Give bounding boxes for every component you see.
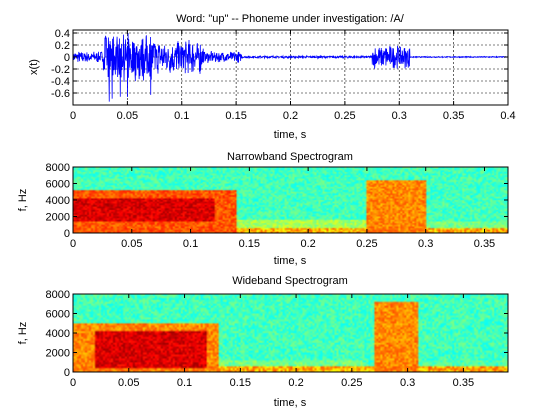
narrowband-x-tick-label: 0.1 <box>183 238 198 250</box>
wideband-y-tick-label: 6000 <box>46 309 70 321</box>
wideband-xlabel: time, s <box>274 397 307 409</box>
narrowband-x-tick-label: 0.15 <box>239 238 260 250</box>
waveform-x-tick-label: 0.05 <box>117 110 138 122</box>
waveform-x-tick-label: 0.2 <box>283 110 298 122</box>
waveform-ylabel: x(t) <box>28 59 40 75</box>
narrowband-x-tick-label: 0 <box>70 238 76 250</box>
waveform-y-ticks: 0.40.20-0.2-0.4-0.6 <box>51 28 508 100</box>
wideband-y-tick-label: 8000 <box>46 289 70 301</box>
narrowband-xlabel: time, s <box>274 255 307 267</box>
waveform-panel: Word: "up" -- Phoneme under investigatio… <box>28 13 516 141</box>
wideband-panel: Wideband Spectrogram 0 0.05 0.1 0.15 0.2 0.25… <box>17 275 509 409</box>
waveform-x-tick-label: 0.3 <box>392 110 407 122</box>
waveform-y-tick-label: 0 <box>64 52 70 64</box>
wideband-y-ticks: 8000 6000 4000 2000 0 <box>46 289 508 379</box>
narrowband-y-tick-label: 4000 <box>46 195 70 207</box>
wideband-title: Wideband Spectrogram <box>232 275 348 287</box>
wideband-y-tick-label: 2000 <box>46 348 70 360</box>
wideband-x-tick-label: 0.1 <box>177 377 192 389</box>
waveform-y-tick-label: -0.2 <box>51 64 70 76</box>
wideband-heatmap <box>73 294 508 372</box>
waveform-series-line <box>72 33 509 102</box>
waveform-x-tick-label: 0.1 <box>174 110 189 122</box>
narrowband-x-tick-label: 0.3 <box>418 238 433 250</box>
waveform-y-tick-label: -0.4 <box>51 76 70 88</box>
waveform-x-tick-label: 0.35 <box>443 110 464 122</box>
waveform-y-tick-label: 0.2 <box>55 40 70 52</box>
waveform-x-tick-label: 0.4 <box>500 110 515 122</box>
wideband-x-tick-label: 0.35 <box>453 377 474 389</box>
wideband-x-tick-label: 0.2 <box>288 377 303 389</box>
narrowband-y-tick-label: 2000 <box>46 212 70 224</box>
wideband-x-tick-label: 0.25 <box>341 377 362 389</box>
waveform-y-tick-label: 0.4 <box>55 28 70 40</box>
narrowband-panel: Narrowband Spectrogram 0 0.05 0.1 0.15 0.2 0.… <box>17 151 509 267</box>
narrowband-heatmap <box>73 167 508 233</box>
waveform-x-tick-label: 0.15 <box>225 110 246 122</box>
waveform-xlabel: time, s <box>274 129 307 141</box>
narrowband-x-ticks: 0 0.05 0.1 0.15 0.2 0.25 0.3 0.35 <box>70 167 495 250</box>
wideband-x-ticks: 0 0.05 0.1 0.15 0.2 0.25 0.3 0.35 <box>70 294 474 389</box>
wideband-y-tick-label: 0 <box>64 367 70 379</box>
waveform-x-tick-label: 0 <box>70 110 76 122</box>
wideband-x-tick-label: 0.15 <box>230 377 251 389</box>
wideband-x-tick-label: 0.05 <box>118 377 139 389</box>
narrowband-y-tick-label: 8000 <box>46 162 70 174</box>
narrowband-y-tick-label: 0 <box>64 228 70 240</box>
wideband-ylabel: f, Hz <box>17 322 29 345</box>
narrowband-y-ticks: 8000 6000 4000 2000 0 <box>46 162 508 240</box>
narrowband-x-tick-label: 0.35 <box>474 238 495 250</box>
narrowband-ylabel: f, Hz <box>17 189 29 212</box>
narrowband-x-tick-label: 0.2 <box>300 238 315 250</box>
waveform-x-tick-label: 0.25 <box>334 110 355 122</box>
waveform-title: Word: "up" -- Phoneme under investigatio… <box>176 13 405 25</box>
wideband-y-tick-label: 4000 <box>46 328 70 340</box>
wideband-x-tick-label: 0.3 <box>400 377 415 389</box>
narrowband-title: Narrowband Spectrogram <box>227 151 353 163</box>
waveform-y-tick-label: -0.6 <box>51 88 70 100</box>
narrowband-x-tick-label: 0.25 <box>356 238 377 250</box>
wideband-x-tick-label: 0 <box>70 377 76 389</box>
narrowband-y-tick-label: 6000 <box>46 179 70 191</box>
waveform-x-ticks: 0 0.05 0.1 0.15 0.2 0.25 0.3 0.35 0.4 <box>70 30 516 122</box>
narrowband-x-tick-label: 0.05 <box>121 238 142 250</box>
